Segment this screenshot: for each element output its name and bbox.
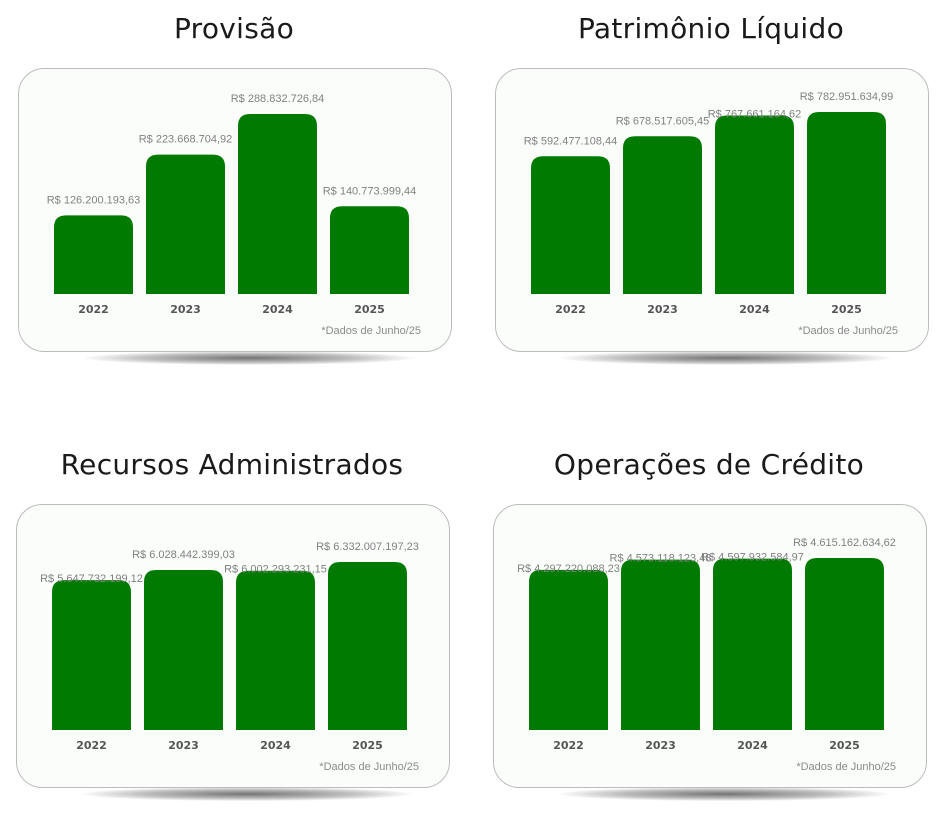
chart-plot: R$ 4.297.220.088,23 2022 R$ 4.573.118.123,… (517, 537, 896, 752)
x-tick-label: 2023 (170, 303, 201, 316)
x-tick-label: 2022 (76, 739, 107, 752)
chart-card: R$ 5.647.732.199,12 2022 R$ 6.028.442.399,… (16, 504, 450, 788)
chart-card: R$ 592.477.108,44 2022 R$ 678.517.605,45 20… (495, 68, 929, 352)
chart-card: R$ 4.297.220.088,23 2022 R$ 4.573.118.123,… (493, 504, 927, 788)
x-tick-label: 2023 (647, 303, 678, 316)
bar-2023 (144, 570, 223, 730)
x-tick-label: 2024 (737, 739, 768, 752)
bar-value-label: R$ 223.668.704,92 (139, 134, 233, 146)
chart-operacoes-de-credito: Operações de Crédito R$ 4.297.220.088,23… (489, 448, 929, 828)
bar-2024 (236, 570, 315, 730)
bar-value-label: R$ 288.832.726,84 (231, 93, 325, 105)
x-tick-label: 2022 (555, 303, 586, 316)
bar-value-label: R$ 592.477.108,44 (524, 135, 618, 147)
x-tick-label: 2024 (262, 303, 293, 316)
x-tick-label: 2024 (739, 303, 770, 316)
chart-patrimonio-liquido: Patrimônio Líquido R$ 592.477.108,44 2022… (491, 12, 931, 392)
chart-provisao: Provisão R$ 126.200.193,63 2022 R$ 223.668… (14, 12, 454, 392)
bar-2023 (623, 136, 702, 294)
chart-recursos-administrados: Recursos Administrados R$ 5.647.732.199,… (12, 448, 452, 828)
chart-card: R$ 126.200.193,63 2022 R$ 223.668.704,92 20… (18, 68, 452, 352)
x-tick-label: 2025 (352, 739, 383, 752)
card-shadow (82, 787, 412, 801)
bar-value-label: R$ 6.332.007.197,23 (316, 541, 419, 553)
bar-2022 (52, 580, 131, 730)
card-shadow (561, 351, 891, 365)
bar-value-label: R$ 5.647.732.199,12 (40, 573, 143, 585)
card-shadow (84, 351, 414, 365)
footnote: *Dados de Junho/25 (796, 761, 896, 773)
bar-value-label: R$ 678.517.605,45 (616, 115, 710, 127)
card-shadow (559, 787, 889, 801)
bar-2025 (805, 558, 884, 730)
chart-plot: R$ 592.477.108,44 2022 R$ 678.517.605,45 20… (524, 91, 894, 316)
bar-2025 (807, 112, 886, 294)
footnote: *Dados de Junho/25 (798, 325, 898, 337)
chart-title: Patrimônio Líquido (578, 12, 844, 45)
bar-value-label: R$ 4.597.932.584,97 (701, 552, 804, 564)
bar-2024 (713, 558, 792, 730)
bar-value-label: R$ 140.773.999,44 (323, 185, 417, 197)
bar-value-label: R$ 782.951.634,99 (800, 91, 894, 103)
bar-value-label: R$ 767.661.164,62 (708, 109, 802, 121)
chart-plot: R$ 126.200.193,63 2022 R$ 223.668.704,92 20… (47, 93, 417, 316)
bar-value-label: R$ 6.028.442.399,03 (132, 549, 235, 561)
x-tick-label: 2024 (260, 739, 291, 752)
bar-2022 (531, 156, 610, 294)
bar-2022 (529, 569, 608, 730)
chart-title: Recursos Administrados (60, 448, 404, 481)
chart-plot: R$ 5.647.732.199,12 2022 R$ 6.028.442.399,… (40, 541, 419, 752)
x-tick-label: 2025 (831, 303, 862, 316)
footnote: *Dados de Junho/25 (321, 325, 421, 337)
x-tick-label: 2022 (553, 739, 584, 752)
x-tick-label: 2025 (829, 739, 860, 752)
bar-2024 (715, 115, 794, 294)
footnote: *Dados de Junho/25 (319, 761, 419, 773)
chart-title: Operações de Crédito (553, 448, 865, 481)
bar-value-label: R$ 4.297.220.088,23 (517, 563, 620, 575)
bar-2023 (146, 154, 225, 294)
x-tick-label: 2022 (78, 303, 109, 316)
bar-value-label: R$ 126.200.193,63 (47, 194, 141, 206)
x-tick-label: 2025 (354, 303, 385, 316)
bar-value-label: R$ 4.573.118.123,48 (610, 553, 712, 565)
bar-2025 (328, 562, 407, 730)
bar-2023 (621, 559, 700, 730)
bar-2022 (54, 215, 133, 294)
chart-title: Provisão (173, 12, 295, 45)
bar-value-label: R$ 6.002.293.231,15 (224, 564, 327, 576)
bar-value-label: R$ 4.615.162.634,62 (793, 537, 896, 549)
x-tick-label: 2023 (168, 739, 199, 752)
bar-2025 (330, 206, 409, 294)
bar-2024 (238, 114, 317, 294)
x-tick-label: 2023 (645, 739, 676, 752)
